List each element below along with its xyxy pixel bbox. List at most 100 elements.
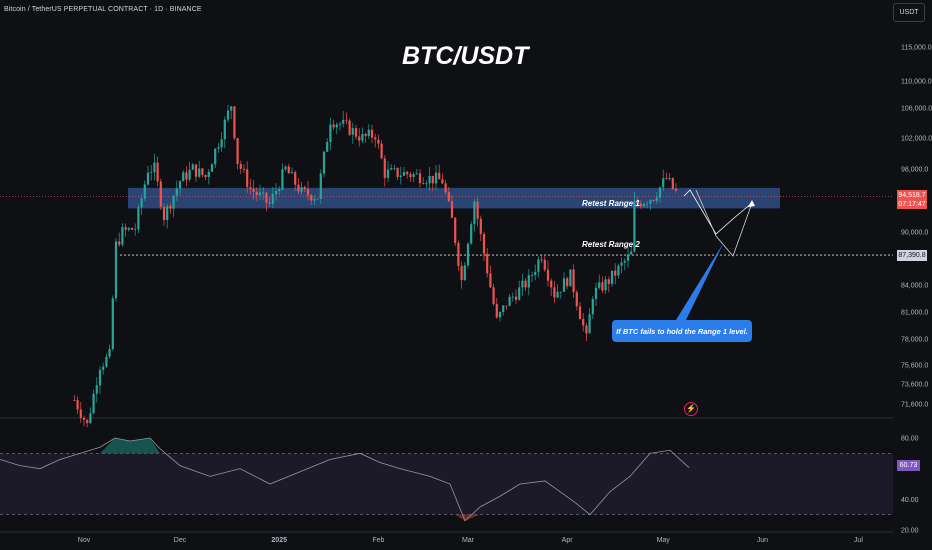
candle-body xyxy=(543,259,546,270)
candle xyxy=(226,104,230,123)
candle-body xyxy=(319,173,322,199)
candle-body xyxy=(271,193,274,204)
candle-body xyxy=(348,120,351,135)
candle-body xyxy=(281,169,284,190)
candle-body xyxy=(505,305,508,307)
candle-body xyxy=(217,147,220,149)
candle-body xyxy=(201,168,204,175)
candle-body xyxy=(521,280,524,288)
candle xyxy=(626,246,630,268)
candle xyxy=(578,301,582,320)
candle xyxy=(441,173,444,184)
candle-body xyxy=(108,349,111,357)
candle-body xyxy=(518,287,521,300)
candle xyxy=(156,156,159,187)
time-axis-label: Nov xyxy=(78,537,91,544)
candle xyxy=(79,402,82,423)
candle-body xyxy=(374,137,377,140)
candle-body xyxy=(473,201,476,225)
candle-body xyxy=(457,242,460,267)
rsi-band-fill xyxy=(0,453,893,515)
last-price-value: 94,518.7 xyxy=(898,192,926,199)
candle xyxy=(457,240,460,271)
candle xyxy=(390,164,393,171)
candle-body xyxy=(159,181,162,207)
candle xyxy=(511,292,514,302)
candle-body xyxy=(658,187,662,198)
candle xyxy=(233,105,236,140)
candle xyxy=(642,202,646,208)
currency-selector-button[interactable]: USDT xyxy=(893,3,925,22)
candle xyxy=(556,284,559,299)
candle xyxy=(649,199,652,210)
price-axis-label: 110,000.0 xyxy=(901,79,932,86)
candle-body xyxy=(86,419,89,424)
candle-body xyxy=(377,139,380,144)
candle-body xyxy=(527,275,530,288)
candle xyxy=(646,201,649,209)
candle xyxy=(540,255,543,264)
candle xyxy=(652,199,655,203)
candle xyxy=(562,272,566,292)
rsi-value-tag: 60.73 xyxy=(897,460,920,471)
candle-body xyxy=(575,292,578,307)
candle xyxy=(338,121,342,131)
candle-body xyxy=(668,177,671,179)
candle-body xyxy=(559,291,562,293)
candle xyxy=(610,270,614,287)
candle xyxy=(153,154,156,181)
candle xyxy=(111,295,114,351)
candle-body xyxy=(156,162,159,182)
candle-body xyxy=(572,269,575,293)
rsi-oversold-fill xyxy=(455,514,480,521)
candle xyxy=(431,175,434,192)
retest-range-1-zone xyxy=(128,187,780,209)
candle-body xyxy=(297,184,300,192)
candle xyxy=(428,167,431,192)
candle-body xyxy=(434,172,438,184)
candle xyxy=(639,200,642,209)
candle-body xyxy=(665,178,668,180)
rsi-line xyxy=(0,437,690,522)
candle-body xyxy=(636,200,639,204)
candle xyxy=(518,280,521,301)
candle xyxy=(335,122,338,135)
candle-body xyxy=(470,224,473,244)
candle-body xyxy=(463,265,466,281)
candle-body xyxy=(130,228,134,230)
candle-body xyxy=(524,280,527,288)
candle-body xyxy=(569,269,572,287)
candle xyxy=(383,155,386,187)
candle-body xyxy=(492,287,495,304)
time-axis-label: 2025 xyxy=(271,537,287,544)
candle xyxy=(460,261,463,289)
candle xyxy=(313,195,316,206)
price-axis-label: 73,600.0 xyxy=(901,382,928,389)
lightning-icon[interactable]: ⚡ xyxy=(684,402,698,416)
candle-body xyxy=(578,306,582,320)
candle-body xyxy=(226,110,230,120)
candle-body xyxy=(498,312,502,318)
candle xyxy=(537,256,540,278)
candle xyxy=(553,280,556,304)
candle-body xyxy=(447,192,450,202)
candle xyxy=(300,181,303,196)
candle-body xyxy=(556,291,559,298)
candle-body xyxy=(342,119,345,124)
candle xyxy=(585,323,588,342)
candle xyxy=(249,178,252,195)
candle-body xyxy=(92,393,95,414)
candle-body xyxy=(188,169,191,180)
candle xyxy=(393,164,396,171)
candle-body xyxy=(655,197,658,201)
candle-body xyxy=(172,195,175,209)
candle-body xyxy=(185,172,188,180)
candle-body xyxy=(422,183,425,184)
candle xyxy=(89,407,92,425)
candle xyxy=(310,193,313,205)
last-price-tag: 94,518.7 07:17:47 xyxy=(897,190,927,209)
candle xyxy=(351,122,354,144)
candle-body xyxy=(265,192,268,203)
candle xyxy=(559,291,562,299)
candle xyxy=(370,124,374,143)
